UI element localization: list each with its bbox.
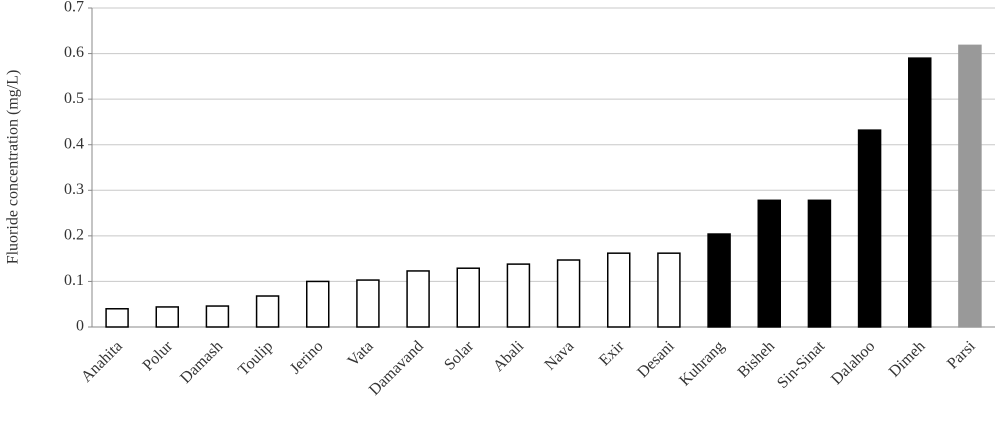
y-tick-label: 0.3 (64, 181, 84, 198)
bar (556, 259, 581, 328)
bar (657, 252, 681, 328)
bar (155, 306, 179, 328)
y-axis-label: Fluoride concentration (mg/L) (5, 70, 22, 265)
bar (356, 279, 380, 328)
x-tick-label: Polur (140, 337, 177, 374)
bar (958, 44, 982, 328)
bar (908, 57, 932, 328)
x-tick-label: Damavand (366, 338, 427, 399)
bar (255, 295, 280, 328)
y-tick-label: 0.6 (64, 44, 84, 61)
x-tick-label: Exir (596, 337, 628, 369)
x-tick-label: Dimeh (886, 338, 929, 381)
x-tick-label: Abali (490, 337, 528, 375)
bar (857, 129, 882, 328)
x-tick-label: Damash (177, 338, 226, 387)
x-tick-label: Nava (542, 338, 578, 374)
bar (707, 233, 731, 328)
y-tick-label: 0.4 (64, 135, 84, 152)
y-tick-label: 0.2 (64, 227, 84, 244)
y-tick-label: 0.5 (64, 90, 84, 107)
bar (105, 308, 129, 328)
x-tick-label: Vata (345, 338, 377, 370)
x-tick-label: Solar (441, 337, 477, 373)
x-tick-label: Jerino (287, 338, 327, 378)
bar (607, 252, 631, 328)
y-tick-label: 0.1 (64, 272, 84, 289)
x-tick-label: Parsi (944, 337, 979, 372)
x-tick-label: Bisheh (735, 338, 778, 381)
x-tick-label: Toulip (235, 338, 276, 379)
bar (757, 199, 781, 328)
x-tick-label: Sin-Sinat (774, 337, 829, 392)
bar (306, 280, 330, 328)
bar (406, 270, 430, 328)
x-tick-label: Desani (634, 337, 678, 381)
bar (205, 305, 230, 328)
x-tick-label: Kuhrang (676, 338, 728, 390)
bar (506, 263, 531, 328)
x-tick-label: Dalahoo (828, 338, 878, 388)
y-tick-label: 0 (76, 318, 84, 335)
bar (456, 267, 480, 328)
bar (807, 199, 832, 328)
x-tick-label: Anahita (78, 338, 126, 386)
y-tick-label: 0.7 (64, 0, 84, 16)
